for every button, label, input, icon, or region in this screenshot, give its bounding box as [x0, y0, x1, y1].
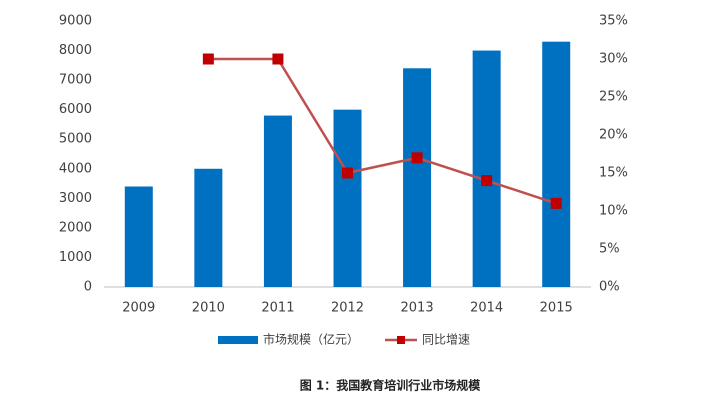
bar: [542, 41, 571, 287]
marker: [272, 53, 284, 65]
x-tick-label: 2013: [401, 301, 434, 316]
marker: [411, 152, 423, 164]
y-tick-label: 0: [84, 280, 92, 295]
legend-label: 市场规模（亿元）: [263, 332, 359, 347]
marker: [550, 197, 562, 209]
y2-tick-label: 30%: [599, 52, 628, 67]
bar: [472, 50, 501, 287]
y-tick-label: 5000: [59, 132, 92, 147]
y2-tick-label: 10%: [599, 204, 628, 219]
legend-label: 同比增速: [422, 333, 470, 347]
y-tick-label: 9000: [59, 14, 92, 29]
bar: [194, 168, 223, 287]
y-tick-label: 7000: [59, 73, 92, 88]
chart-caption: 图 1：我国教育培训行业市场规模: [300, 378, 482, 393]
y-tick-label: 4000: [59, 161, 92, 176]
y-tick-label: 2000: [59, 220, 92, 235]
x-tick-label: 2012: [331, 301, 364, 316]
x-tick-label: 2015: [540, 301, 573, 316]
line: [208, 57, 557, 205]
x-tick-label: 2011: [261, 301, 294, 316]
y2-tick-label: 35%: [599, 14, 628, 29]
y-tick-label: 6000: [59, 102, 92, 117]
legend-swatch: [218, 336, 258, 344]
y2-tick-label: 25%: [599, 90, 628, 105]
x-tick-label: 2009: [122, 301, 155, 316]
marker: [342, 167, 353, 179]
y2-tick-label: 0%: [599, 280, 620, 295]
marker: [481, 175, 493, 187]
bar: [403, 68, 432, 288]
y-tick-label: 1000: [59, 250, 92, 265]
y2-tick-label: 15%: [599, 166, 628, 181]
y2-tick-label: 20%: [599, 128, 628, 143]
bar: [333, 109, 362, 288]
bar: [124, 186, 153, 287]
y2-tick-label: 5%: [599, 242, 620, 257]
x-tick-label: 2014: [470, 301, 503, 316]
bar: [263, 115, 292, 287]
y-tick-label: 8000: [59, 43, 92, 58]
y-tick-label: 3000: [59, 191, 92, 206]
legend-swatch: [397, 336, 405, 344]
marker: [202, 53, 214, 65]
x-tick-label: 2010: [192, 301, 225, 316]
